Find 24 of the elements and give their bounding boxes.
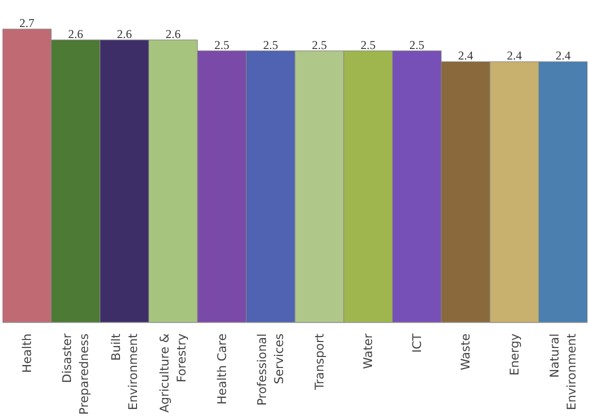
x-tick-label: Natural Environment <box>548 333 579 410</box>
x-tick-label: Waste <box>458 333 473 370</box>
data-label: 2.5 <box>360 38 376 52</box>
x-tick-label: Built Environment <box>108 333 140 410</box>
x-tick-label: Energy <box>507 333 522 376</box>
x-tick-label: Water <box>361 333 376 369</box>
data-label: 2.5 <box>312 38 327 52</box>
data-label: 2.4 <box>506 48 522 63</box>
x-tick-label: Transport <box>312 333 326 391</box>
x-tick-label: Health <box>20 334 34 373</box>
data-label: 2.6 <box>68 26 84 41</box>
x-tick-label: Disaster Preparedness <box>60 333 92 415</box>
x-tick-label: Professional Services <box>255 333 286 406</box>
data-label: 2.7 <box>19 16 34 30</box>
data-label: 2.4 <box>556 48 571 63</box>
data-label: 2.6 <box>116 26 132 41</box>
data-label: 2.6 <box>166 26 181 41</box>
x-tick-label: Agriculture & Forestry <box>158 333 189 413</box>
data-label: 2.5 <box>263 38 278 52</box>
x-tick-label: Health Care <box>214 333 229 405</box>
data-label: 2.4 <box>458 48 474 63</box>
data-label: 2.5 <box>409 38 424 52</box>
x-tick-label: ICT <box>410 332 424 353</box>
data-label: 2.5 <box>214 38 230 52</box>
